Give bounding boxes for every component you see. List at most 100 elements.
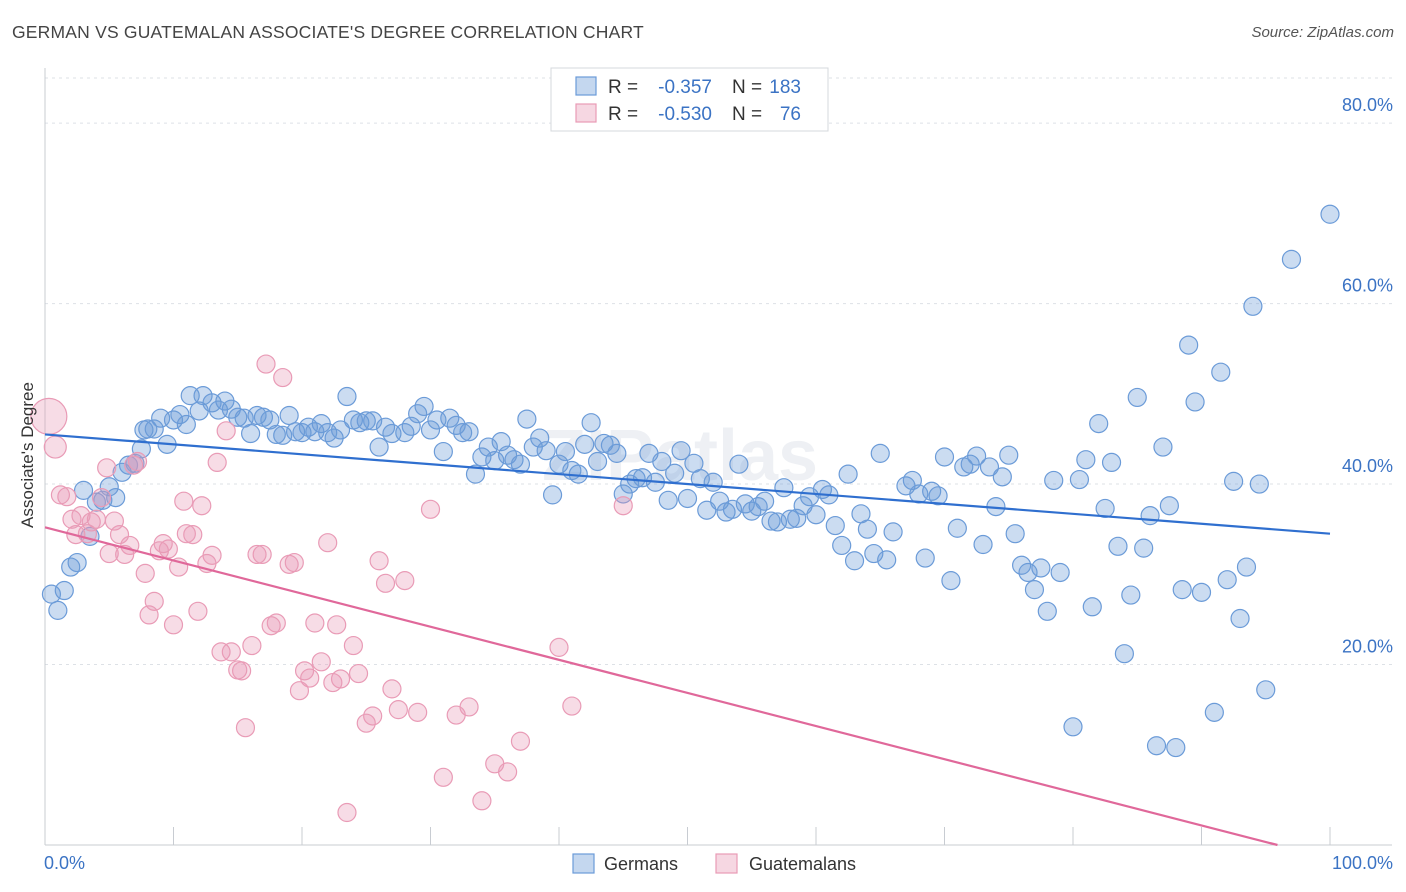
germans-point [594,433,614,454]
germans-point [247,405,267,426]
guatemalans-point [81,512,101,532]
guatemalans-point [252,544,272,565]
points-layer [30,204,1340,823]
germans-point [992,467,1012,487]
guatemalans-point [284,552,304,573]
guatemalans-point [192,496,212,516]
germans-point [1095,498,1115,519]
germans-point [228,407,248,427]
germans-point [517,409,537,429]
germans-point [163,410,184,430]
germans-point [658,490,678,510]
guatemalans-point [289,681,310,701]
guatemalans-point [356,713,376,733]
germans-point [273,425,293,445]
germans-point [1217,570,1237,590]
guatemalans-point [135,563,155,583]
germans-point [1018,562,1038,583]
guatemalans-point [176,524,196,544]
germans-point [941,571,961,591]
germans-point [1037,601,1057,621]
germans-point [1114,644,1135,664]
germans-point [632,468,653,488]
guatemalans-point [375,573,396,593]
guatemalans-point [337,802,357,823]
germans-point [1076,450,1096,470]
germans-point [1069,469,1090,490]
guatemalans-point [472,791,492,811]
germans-point [607,443,627,463]
germans-point [1101,452,1122,473]
legend-swatch-germans [572,853,595,874]
germans-point [915,548,935,568]
guatemalans-point [343,635,363,656]
guatemalans-point [221,642,241,662]
germans-point [754,491,775,511]
guatemalans-point [232,661,252,681]
germans-point [510,454,531,474]
germans-point [453,423,473,443]
germans-point [774,478,794,498]
germans-point [1082,597,1102,617]
guatemalans-point [188,601,208,621]
germans-trend-line [44,433,1331,535]
germans-point [934,447,955,467]
germans-point [999,445,1019,465]
guatemalans-point [174,491,194,511]
germans-point [99,477,119,497]
guatemalans-point [348,663,369,684]
germans-point [555,441,576,462]
germans-point [1044,470,1064,491]
germans-point [832,535,852,556]
germans-point [1236,557,1257,577]
grid-layer [45,77,1392,666]
bottom-legend: Germans Guatemalans [572,853,856,874]
germans-point [1063,717,1083,737]
germans-point [1243,296,1263,316]
guatemalans-point [158,539,178,559]
guatemalans-point [382,679,402,699]
guatemalans-point [247,544,267,565]
guatemalans-point [153,534,173,554]
guatemalans-point [216,421,236,441]
source-credit: Source: ZipAtlas.com [1251,24,1394,41]
germans-point [1011,555,1032,575]
germans-point [967,446,987,466]
germans-point [1204,702,1224,722]
guatemalans-point [256,354,276,374]
germans-point [1211,362,1231,382]
germans-point [877,550,897,570]
y-tick-label: 40.0% [1342,456,1393,476]
germans-point [285,422,306,442]
stats-swatch [575,76,597,96]
stats-n-label: N = [732,104,762,125]
germans-point [337,386,357,407]
germans-point [575,434,595,454]
guatemalans-point [163,615,184,635]
guatemalans-point [266,613,286,633]
stats-n-label: N = [732,77,762,98]
stats-legend: R = -0.357 N = 183 R = -0.530 N = 76 [550,67,829,132]
guatemalans-point [273,367,293,388]
germans-point [677,488,698,509]
guatemalans-point [311,652,331,672]
germans-point [690,469,710,489]
germans-point [825,515,845,536]
germans-point [131,439,151,459]
germans-point [1320,204,1340,224]
guatemalans-point [57,487,77,507]
germans-point [106,487,126,508]
guatemalans-point [86,509,107,529]
guatemalans-point [305,613,325,633]
germans-point [581,413,601,433]
guatemalans-point [510,731,531,751]
germans-point [1166,737,1186,758]
germans-point [440,408,460,428]
y-tick-label: 60.0% [1342,276,1393,296]
germans-point [703,472,723,492]
guatemalans-point [207,452,227,473]
germans-point [1224,471,1244,491]
stats-n-value: 183 [769,77,801,98]
germans-point [266,424,286,445]
germans-point [1191,582,1212,602]
